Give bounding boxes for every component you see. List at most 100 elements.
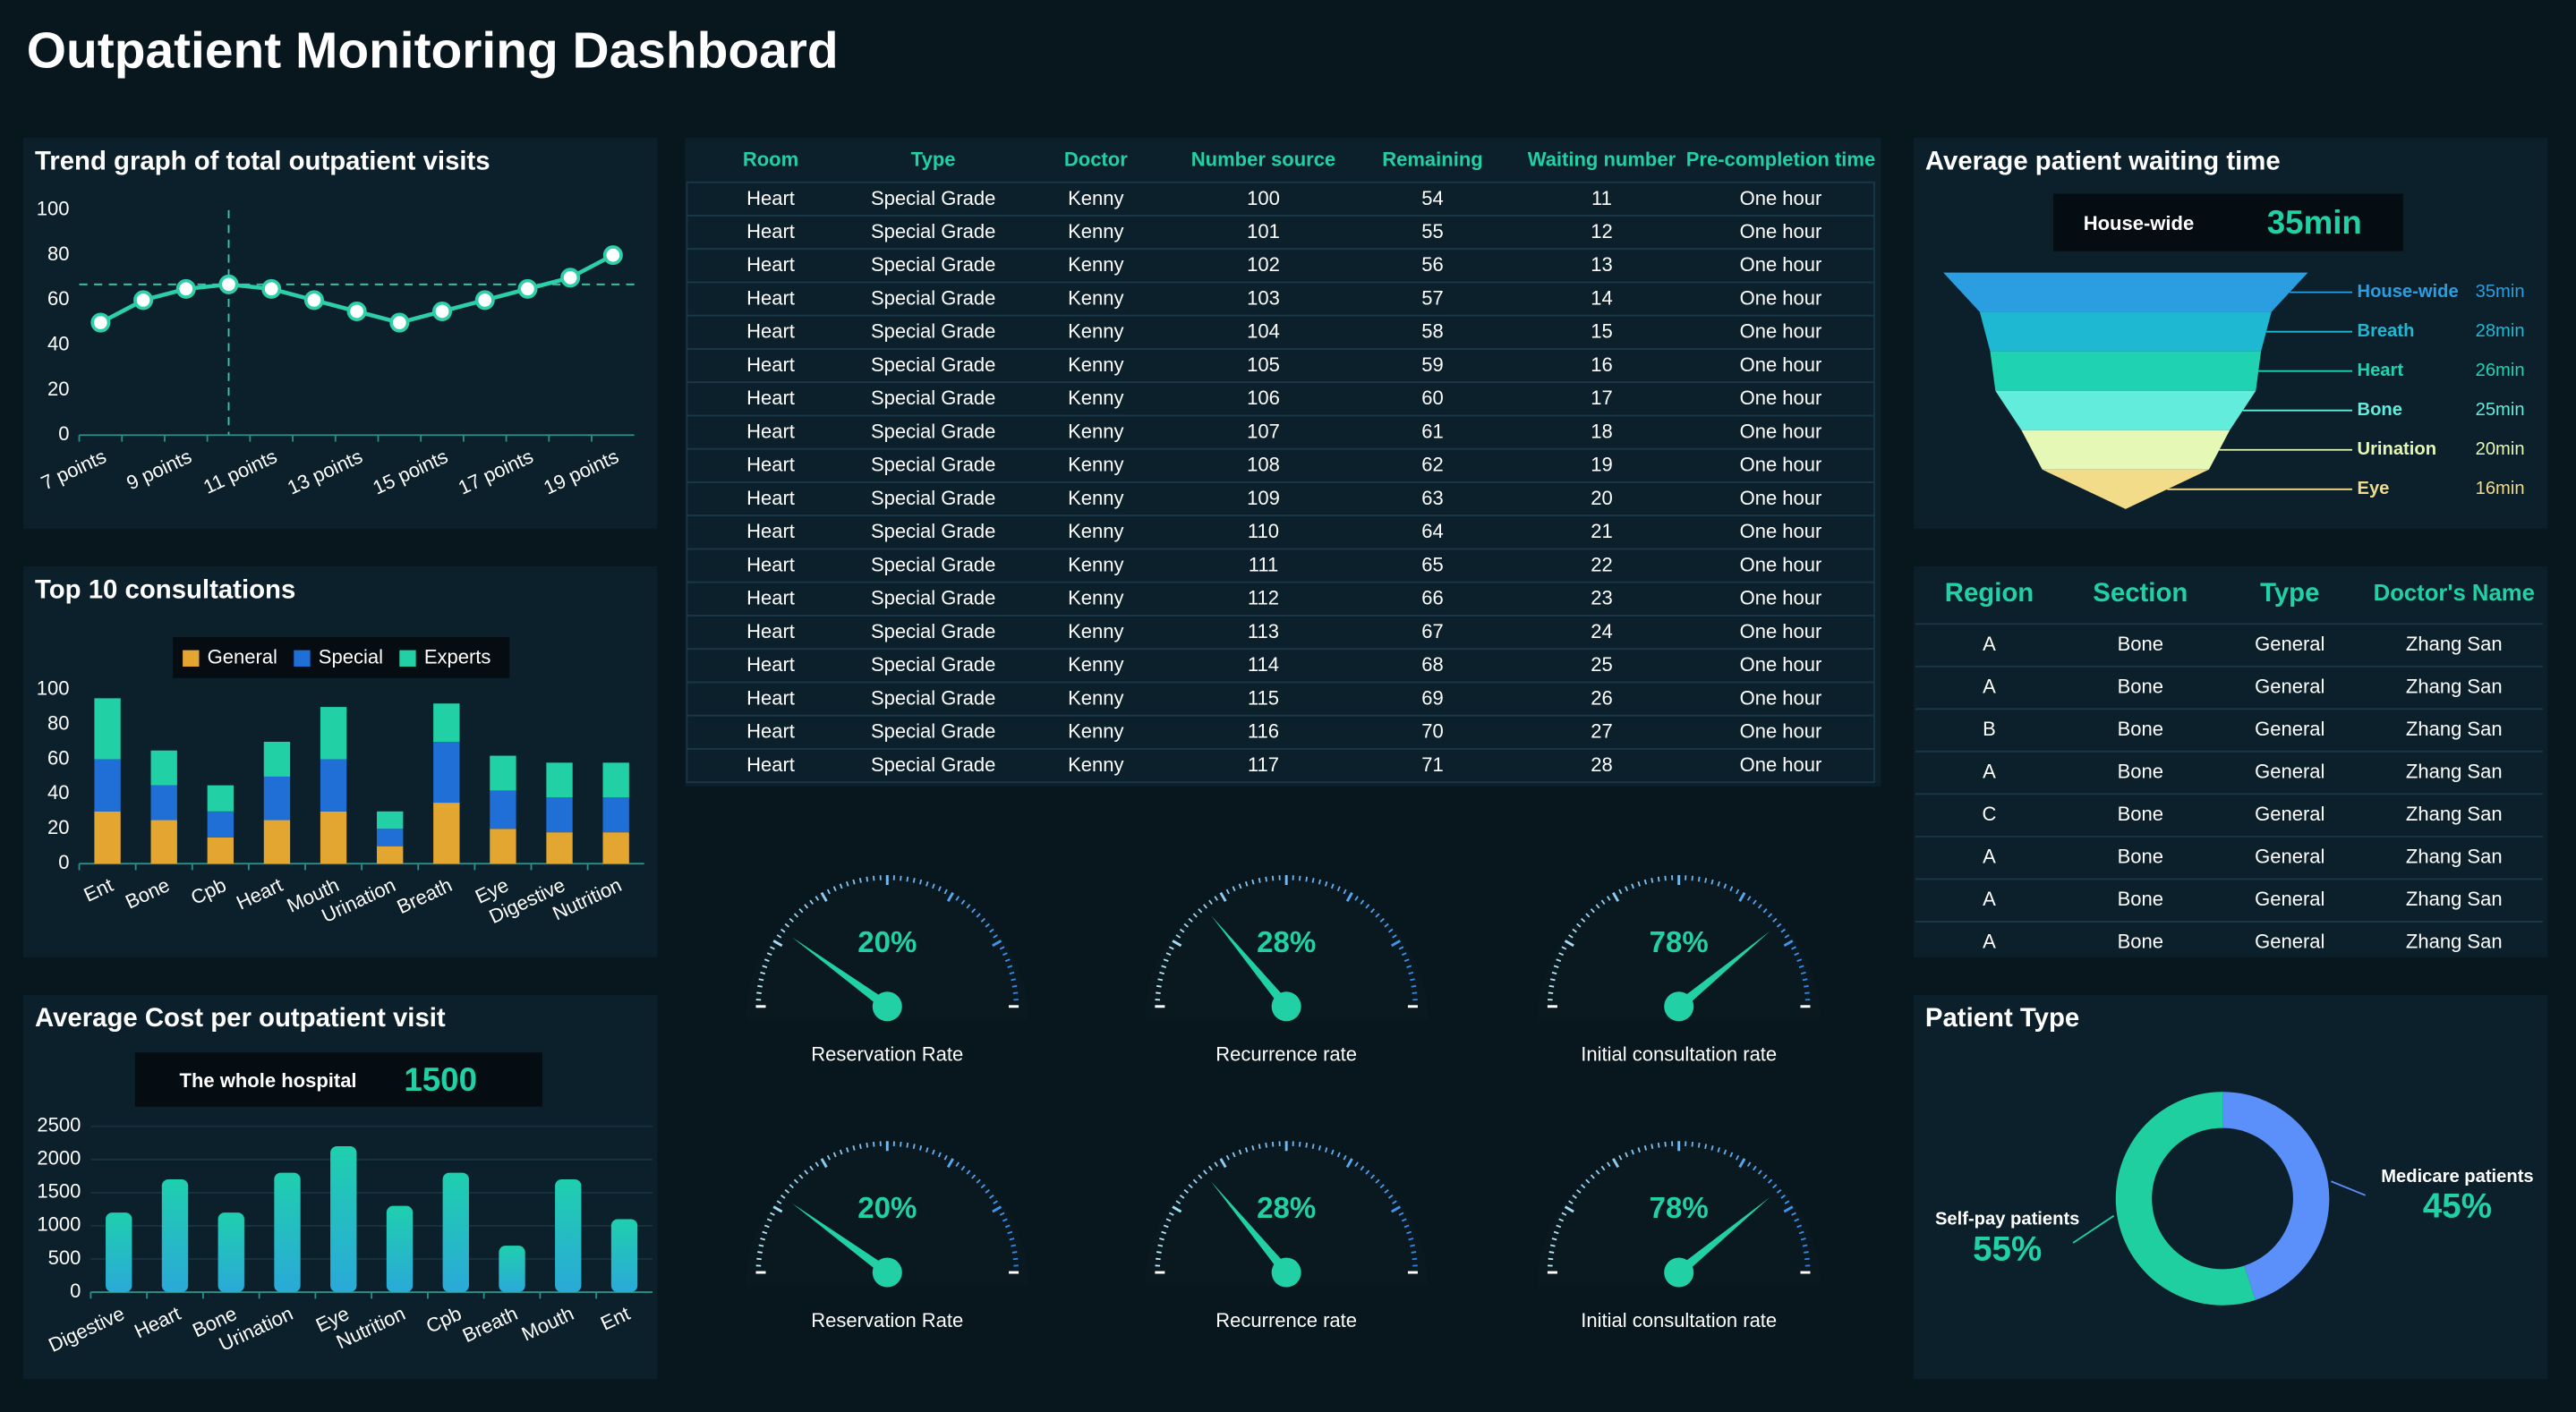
gauge-scale [1219,1158,1227,1169]
table-cell: Heart [746,553,795,575]
pie-value: 45% [2423,1187,2492,1226]
gauge-scale [1736,1154,1740,1161]
gauge-scale [763,1224,770,1229]
table-cell: 54 [1421,187,1443,209]
funnel-value: 28min [2476,321,2525,341]
table-cell: Bone [2118,803,2163,825]
bar-segment [490,790,516,829]
bar-segment [490,829,516,864]
gauge-scale [900,875,902,881]
table-cell: 103 [1247,286,1280,309]
table-cell: One hour [1740,320,1822,343]
table-cell: General [2255,846,2324,868]
bar-segment [320,707,347,760]
table-cell: One hour [1740,420,1822,442]
table-cell: Zhang San [2406,633,2503,655]
gauge-scale [1330,883,1335,889]
gauge-scale [906,1142,909,1148]
gauge-scale [900,1141,902,1147]
table-cell: Heart [746,520,795,542]
gauge-scale [1691,875,1693,881]
gauge-scale [1776,923,1782,928]
table-cell: 64 [1421,520,1443,542]
gauge-scale [784,1188,790,1194]
table-cell: Kenny [1068,187,1123,209]
gauge-scale [1631,1149,1634,1155]
bar-segment [263,742,291,777]
y-tick-label: 0 [58,422,69,445]
table-cell: Kenny [1068,520,1123,542]
gauge-value: 20% [857,1191,917,1224]
pie-slice [2115,1092,2256,1306]
gauge-scale [1767,913,1773,918]
table-cell: 15 [1591,320,1612,343]
gauge-scale [918,879,923,885]
gauge-scale [1012,991,1019,994]
gauge-scale [1360,899,1365,906]
gauge-scale [1214,896,1218,901]
gauge-scale [1354,1161,1359,1168]
gauge-scale [1387,928,1394,933]
gauge-scale [1161,1230,1167,1235]
gauge-scale [1736,889,1740,895]
legend-swatch [399,650,416,667]
gauge-scale [932,883,935,889]
kpi-value: 1500 [404,1061,477,1098]
gauge-scale [1375,913,1380,918]
gauge-scale [1556,958,1562,963]
gauge-label: Initial consultation rate [1581,1309,1777,1331]
table-cell: 69 [1421,686,1443,709]
gauge-scale [1318,879,1322,885]
funnel-label: Bone [2358,400,2402,420]
point [602,245,623,266]
table-cell: 106 [1247,387,1280,409]
gauge-scale [1411,984,1417,988]
kpi-card [134,1052,542,1107]
gauge-scale [925,880,929,887]
gauge-scale [985,923,990,928]
pie-slice [2222,1092,2330,1300]
gauge-hub [872,1257,902,1288]
gauge-scale [1600,1165,1606,1171]
table-cell: Zhang San [2406,803,2503,825]
gauge-scale [1585,913,1591,918]
gauge-scale [1157,978,1164,982]
gauge-scale [1651,1144,1654,1150]
gauge-face [1145,878,1428,1020]
gauge-scale [1551,971,1557,975]
table-cell: Kenny [1068,686,1123,709]
gauge-scale [1398,946,1404,950]
table-cell: 21 [1591,520,1612,542]
funnel-label: House-wide [2358,282,2459,302]
gauge-scale [1697,1142,1701,1148]
gauge-scale [1618,1154,1623,1161]
table-cell: Kenny [1068,420,1123,442]
gauge-scale [1568,1200,1574,1204]
gauge-scale [937,886,942,892]
table-cell: General [2255,931,2324,953]
y-tick-label: 1500 [37,1180,81,1203]
gauge-scale [1011,984,1018,988]
table-header: Doctor's Name [2374,581,2535,606]
table-cell: Special Grade [871,320,995,343]
table-cell: Kenny [1068,387,1123,409]
gauge-scale [1387,1195,1394,1199]
table-header: Remaining [1382,149,1482,171]
gauge-scale [1410,978,1415,982]
gauge-scale [992,1205,1002,1213]
gauge-scale [1343,889,1347,895]
gauge-scale [1163,958,1169,963]
gauge-scale [1590,908,1595,914]
gauge-scale [798,1174,804,1179]
table-cell: Special Grade [871,253,995,276]
table-cell: A [1983,888,1996,910]
gauge-face [746,1144,1029,1286]
gauge-scale [932,1149,935,1155]
table-cell: Special Grade [871,387,995,409]
y-tick-label: 40 [47,333,69,355]
gauge-scale [1009,1238,1015,1241]
table-cell: General [2255,718,2324,740]
gauge-scale [1156,984,1162,988]
gauge-scale [1343,1154,1347,1161]
gauge-scale [980,917,985,923]
